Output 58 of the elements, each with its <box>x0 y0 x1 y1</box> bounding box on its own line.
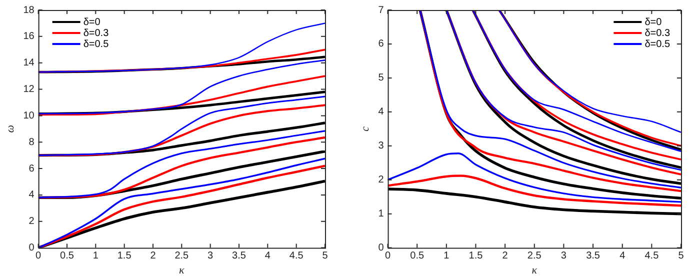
x-tick-label: 0.5 <box>410 250 424 262</box>
y-tick-label: 3 <box>378 140 384 152</box>
y-axis-title: c <box>359 126 372 132</box>
legend-label: δ=0.3 <box>83 28 110 39</box>
x-tick-label: 2 <box>150 250 156 262</box>
y-tick-label: 2 <box>28 216 35 228</box>
y-tick-label: 5 <box>378 72 384 84</box>
y-tick-label: 6 <box>378 38 384 50</box>
x-tick-label: 5 <box>678 250 684 262</box>
y-tick-label: 1 <box>378 208 384 220</box>
line-series <box>38 180 325 248</box>
x-tick-label: 2.5 <box>527 250 542 262</box>
line-series <box>38 75 325 116</box>
legend-label: δ=0.5 <box>644 38 670 50</box>
x-tick-label: 4 <box>264 250 271 262</box>
x-tick-label: 3 <box>208 250 214 262</box>
line-series <box>38 59 325 114</box>
legend-label: δ=0 <box>644 16 662 28</box>
x-axis-title: κ <box>179 264 186 276</box>
x-tick-label: 1 <box>92 250 99 262</box>
x-axis-title: κ <box>532 264 538 276</box>
y-tick-label: 16 <box>23 31 35 42</box>
y-axis-title: ω <box>4 124 16 133</box>
x-tick-label: 4.5 <box>644 250 660 262</box>
x-tick-label: 2.5 <box>174 250 190 262</box>
y-tick-label: 10 <box>23 110 35 122</box>
y-tick-label: 2 <box>378 174 384 186</box>
x-tick-label: 4.5 <box>289 250 304 262</box>
legend-label: δ=0.3 <box>644 28 670 39</box>
line-series <box>38 90 325 115</box>
y-tick-label: 4 <box>28 190 35 201</box>
x-tick-label: 0.5 <box>60 250 74 262</box>
y-tick-label: 18 <box>23 4 35 16</box>
x-tick-label: 3 <box>560 250 567 262</box>
y-tick-label: 14 <box>23 58 35 69</box>
x-tick-label: 1 <box>444 250 450 262</box>
line-series <box>388 188 681 216</box>
x-tick-label: 1.5 <box>117 250 132 262</box>
y-tick-label: 12 <box>23 84 35 96</box>
y-tick-label: 4 <box>378 106 384 118</box>
line-series <box>38 56 325 74</box>
y-tick-label: 0 <box>28 242 35 254</box>
line-series <box>388 152 681 203</box>
y-tick-label: 6 <box>28 163 35 174</box>
legend-label: δ=0 <box>83 16 101 28</box>
x-tick-label: 4 <box>620 250 626 262</box>
x-tick-label: 3.5 <box>232 250 246 262</box>
y-tick-label: 8 <box>28 136 35 148</box>
x-tick-label: 5 <box>322 250 328 262</box>
line-series <box>388 174 681 207</box>
x-tick-label: 3.5 <box>586 250 600 262</box>
x-tick-label: 1.5 <box>468 250 484 262</box>
legend-label: δ=0.5 <box>83 38 110 50</box>
x-tick-label: 2 <box>502 250 508 262</box>
x-tick-label: 0 <box>36 250 42 262</box>
line-series <box>38 48 325 74</box>
y-tick-label: 7 <box>378 4 384 16</box>
y-tick-label: 0 <box>378 242 384 254</box>
